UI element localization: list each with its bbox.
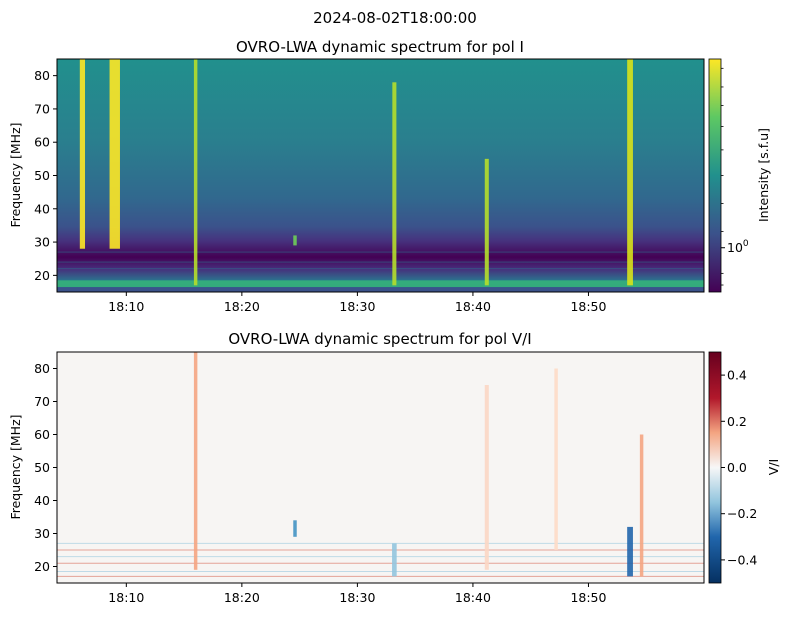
colorbar-tick-label: 0.4 (727, 368, 747, 383)
burst-mark (484, 158, 489, 286)
colorbar: 0.4 0.2 0.0 −0.2 −0.4 V/I (708, 351, 781, 584)
y-tick-label: 70 (34, 394, 50, 409)
figure-suptitle: 2024-08-02T18:00:00 (313, 9, 477, 27)
panel-title: OVRO-LWA dynamic spectrum for pol I (236, 38, 524, 56)
burst-mark (627, 59, 633, 286)
y-tick-label: 80 (34, 68, 50, 83)
y-tick-label: 70 (34, 101, 50, 116)
heatmap-background (57, 59, 704, 292)
polarization-mark (484, 385, 489, 570)
burst-mark (392, 82, 397, 286)
panel-title: OVRO-LWA dynamic spectrum for pol V/I (228, 330, 531, 348)
rfi-band (57, 287, 704, 292)
y-axis-label: Frequency [MHz] (8, 122, 23, 227)
y-tick-label: 80 (34, 361, 50, 376)
colorbar-tick-label: 100 (727, 239, 749, 255)
x-tick-label: 18:10 (108, 590, 144, 605)
x-axis: 18:10 18:20 18:30 18:40 18:50 (108, 583, 607, 605)
x-tick-label: 18:40 (455, 590, 491, 605)
panel-pol-i: OVRO-LWA dynamic spectrum for pol I 20 30… (8, 38, 771, 314)
colorbar-gradient (708, 58, 722, 293)
colorbar-tick-label: −0.4 (727, 552, 757, 567)
colorbar: 100 Intensity [s.f.u] (708, 58, 771, 293)
x-tick-label: 18:40 (455, 299, 491, 314)
y-tick-label: 20 (34, 268, 50, 283)
polarization-mark (554, 368, 558, 550)
colorbar-label: V/I (766, 459, 781, 475)
y-tick-label: 60 (34, 427, 50, 442)
x-tick-label: 18:30 (339, 299, 375, 314)
burst-mark (79, 59, 86, 249)
x-tick-label: 18:10 (108, 299, 144, 314)
x-tick-label: 18:50 (570, 299, 606, 314)
rfi-band (57, 280, 704, 288)
heatmap-background (57, 352, 704, 583)
y-tick-label: 50 (34, 168, 50, 183)
colorbar-ticks: 100 (721, 67, 749, 286)
feature-layer (57, 352, 704, 577)
x-tick-label: 18:50 (570, 590, 606, 605)
y-axis-label: Frequency [MHz] (8, 414, 23, 519)
burst-mark (109, 59, 120, 249)
burst-mark (193, 59, 198, 286)
polarization-mark (627, 526, 633, 577)
x-tick-label: 18:20 (224, 590, 260, 605)
colorbar-gradient (708, 351, 722, 584)
burst-mark (293, 235, 297, 246)
y-tick-label: 40 (34, 201, 50, 216)
y-axis: 20 30 40 50 60 70 80 (34, 361, 57, 574)
colorbar-ticks: 0.4 0.2 0.0 −0.2 −0.4 (721, 368, 757, 567)
y-tick-label: 60 (34, 135, 50, 150)
y-tick-label: 50 (34, 460, 50, 475)
polarization-mark (293, 520, 297, 537)
y-tick-label: 20 (34, 559, 50, 574)
colorbar-tick-label: 0.2 (727, 414, 747, 429)
y-tick-label: 30 (34, 235, 50, 250)
x-axis: 18:10 18:20 18:30 18:40 18:50 (108, 292, 607, 314)
polarization-mark (193, 352, 198, 570)
polarization-mark (639, 434, 644, 577)
y-tick-label: 40 (34, 493, 50, 508)
x-tick-label: 18:30 (339, 590, 375, 605)
y-tick-label: 30 (34, 526, 50, 541)
panel-pol-vi: OVRO-LWA dynamic spectrum for pol V/I 20… (8, 330, 781, 605)
colorbar-label: Intensity [s.f.u] (756, 128, 771, 222)
colorbar-tick-label: −0.2 (727, 506, 757, 521)
burst-layer (57, 59, 704, 292)
polarization-mark (392, 543, 397, 577)
y-axis: 20 30 40 50 60 70 80 (34, 68, 57, 283)
x-tick-label: 18:20 (224, 299, 260, 314)
colorbar-tick-label: 0.0 (727, 460, 747, 475)
